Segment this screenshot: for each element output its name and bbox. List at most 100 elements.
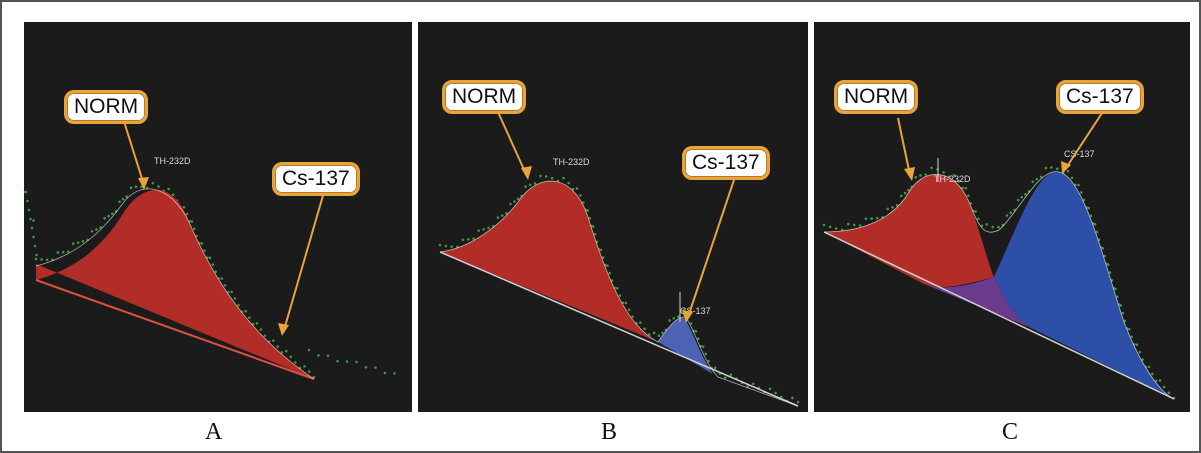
data-point [846, 222, 850, 226]
arrowhead-norm [904, 167, 915, 181]
data-point [768, 387, 772, 391]
arrow-cs [687, 173, 737, 318]
data-point [27, 208, 31, 212]
peak-label-cs137: CS-137 [1064, 149, 1095, 159]
data-point [579, 194, 582, 197]
arrowhead-norm [138, 177, 149, 190]
data-point [1121, 311, 1125, 315]
peak-label-th232d: TH-232D [154, 156, 191, 166]
data-point [696, 337, 700, 341]
data-points-b [438, 174, 800, 404]
data-point [608, 271, 612, 275]
callout-cs137: Cs-137 [1056, 80, 1144, 114]
baseline [823, 231, 1175, 400]
arrowhead-cs [1061, 161, 1071, 174]
data-point [677, 315, 680, 318]
data-point [539, 174, 542, 178]
data-point [647, 333, 651, 336]
data-point [307, 370, 311, 374]
data-point [724, 376, 727, 379]
data-point [185, 212, 189, 216]
data-point [997, 225, 1000, 229]
data-point [694, 329, 698, 333]
data-point [450, 245, 453, 248]
data-point [90, 229, 94, 233]
data-point [1080, 191, 1083, 194]
data-point [1044, 166, 1048, 170]
data-point [957, 180, 960, 183]
norm-peak-outline [35, 188, 315, 380]
data-point [701, 345, 705, 348]
data-point [1082, 198, 1086, 202]
data-point [550, 176, 554, 180]
data-point [61, 250, 65, 254]
data-point [899, 194, 903, 198]
data-point [1031, 180, 1035, 183]
data-point [364, 365, 368, 369]
data-point [95, 228, 98, 231]
fit-outline [439, 180, 799, 407]
panel-c-plot: TH-232D CS-137 [822, 109, 1176, 400]
data-point [103, 217, 106, 220]
data-point [689, 322, 693, 325]
data-point [487, 226, 490, 230]
cs137-peak-area [994, 171, 1174, 399]
data-point [336, 359, 339, 363]
data-point [1095, 230, 1099, 234]
data-point [151, 181, 155, 185]
data-point [930, 166, 933, 170]
data-point [477, 229, 481, 232]
peak-label-th232d: TH-232D [934, 174, 971, 184]
data-point [1009, 211, 1013, 215]
data-point [284, 349, 288, 353]
data-point [643, 327, 646, 331]
data-point [293, 361, 297, 364]
data-point [26, 199, 29, 203]
norm-peak-area [440, 181, 658, 342]
data-point [230, 290, 233, 294]
data-point [652, 331, 656, 335]
data-point [211, 263, 215, 267]
data-point [303, 365, 306, 368]
data-point [914, 176, 918, 179]
data-point [601, 256, 605, 259]
data-point [214, 270, 218, 274]
data-point [977, 217, 980, 221]
data-point [707, 359, 710, 363]
data-point [223, 284, 227, 287]
data-point [533, 182, 537, 185]
data-point [482, 228, 486, 231]
data-point [822, 223, 826, 227]
data-point [393, 372, 396, 375]
peak-label-cs137: CS-137 [680, 306, 711, 316]
data-point [505, 212, 508, 215]
data-point [32, 235, 35, 239]
data-point [627, 308, 631, 312]
data-point [472, 237, 475, 240]
data-point [942, 171, 945, 174]
data-point [1108, 271, 1112, 274]
data-point [29, 217, 32, 221]
arrow-norm [897, 117, 911, 176]
data-point [1158, 379, 1162, 382]
data-point [99, 226, 102, 229]
data-point [1087, 206, 1091, 210]
data-point [544, 175, 548, 178]
data-point [1135, 343, 1139, 347]
overlap-area [924, 277, 1029, 327]
data-point [1016, 198, 1020, 202]
data-point [1119, 304, 1123, 307]
data-point [1089, 214, 1093, 218]
data-points-a [24, 181, 396, 379]
data-point [32, 219, 35, 222]
data-point [903, 191, 907, 195]
peak-label-th232d: TH-232D [553, 157, 590, 167]
data-point [875, 216, 879, 220]
data-point [1056, 167, 1059, 171]
arrowhead-cs [278, 323, 289, 336]
baseline [35, 279, 315, 380]
data-point [345, 360, 349, 363]
data-point [461, 238, 465, 242]
data-point [1020, 195, 1024, 199]
